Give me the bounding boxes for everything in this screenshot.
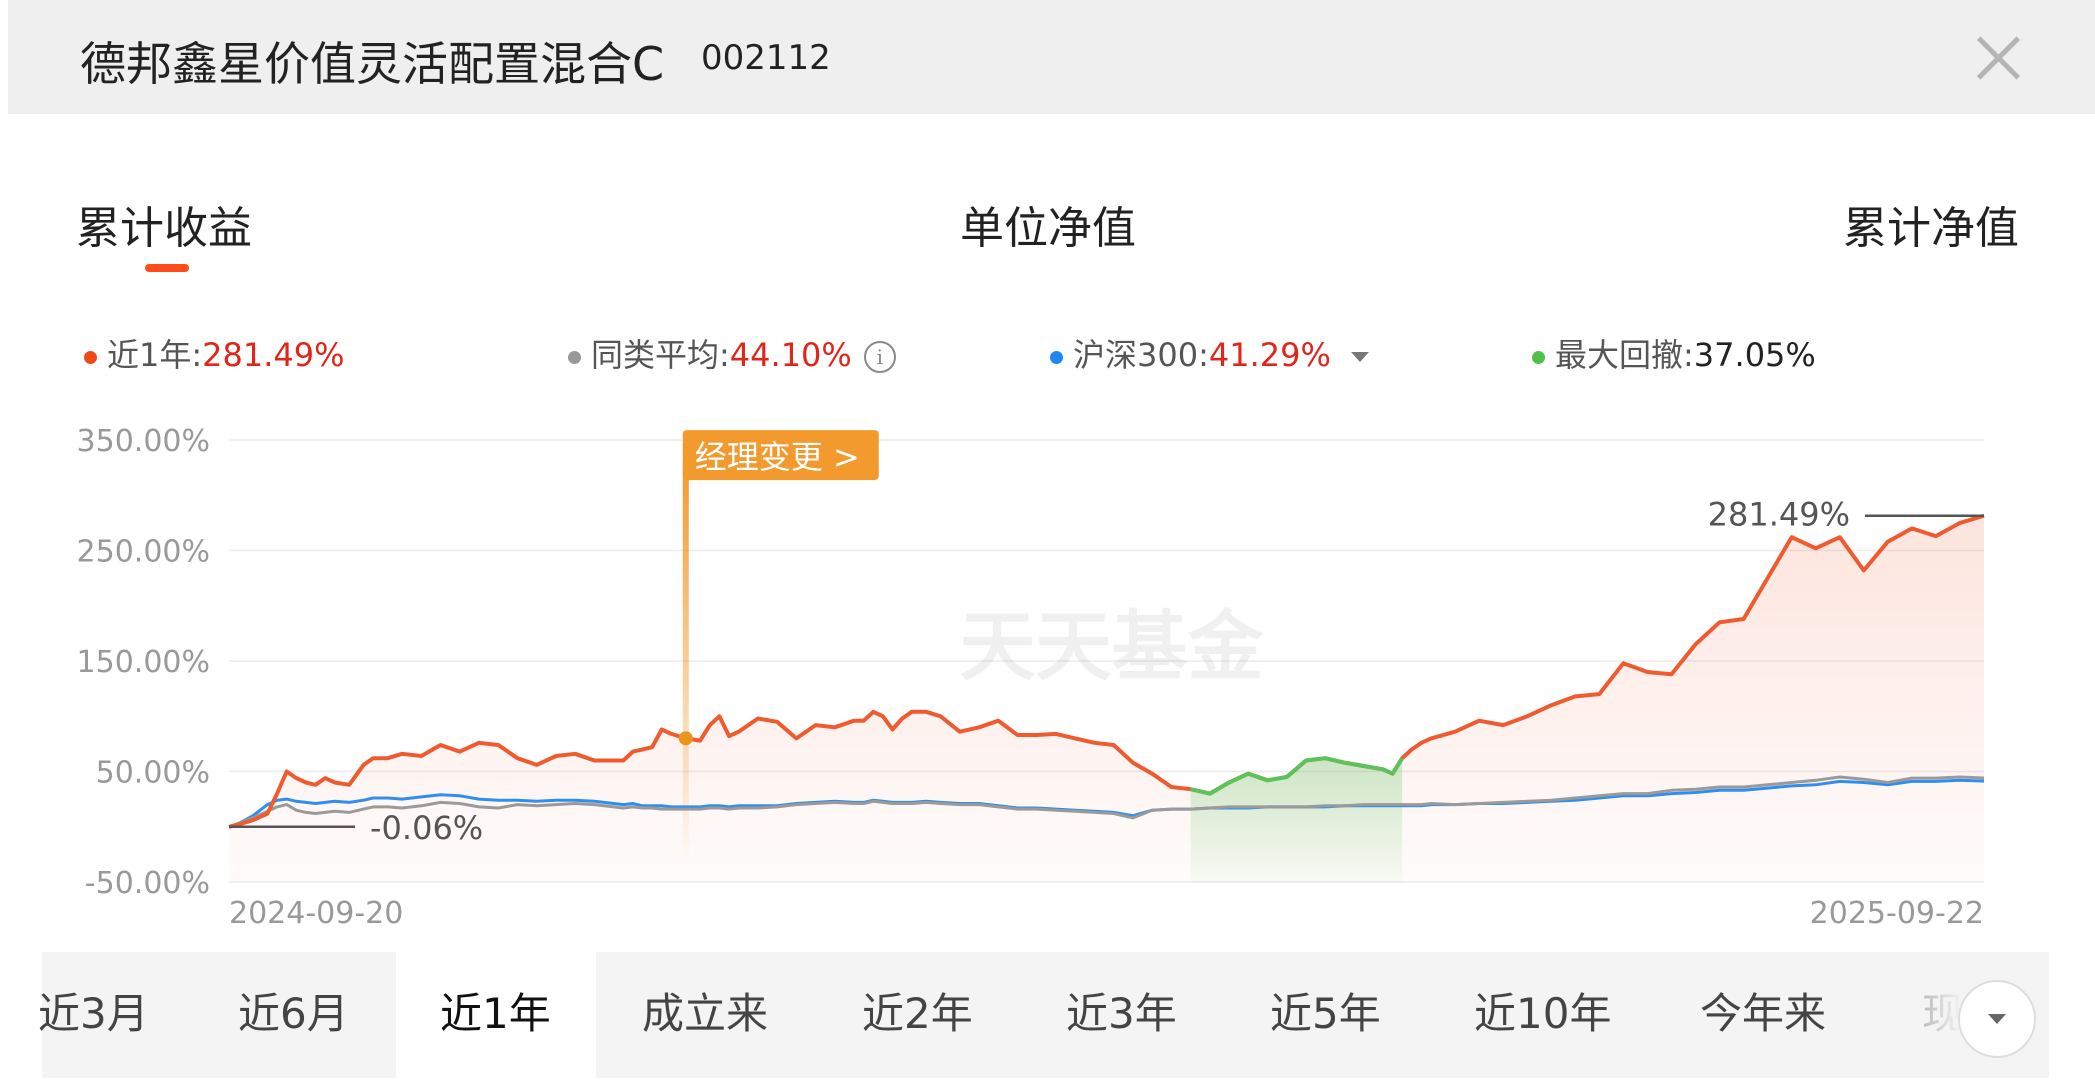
fund-series-line <box>228 513 1985 829</box>
period-1y[interactable]: 近1年 <box>440 989 551 1038</box>
expand-more-icon[interactable] <box>1958 980 2036 1058</box>
drawdown-area-fill <box>1190 758 1403 882</box>
period-2y[interactable]: 近2年 <box>862 989 973 1038</box>
series-line <box>228 775 1985 829</box>
manager-change-line <box>682 462 689 862</box>
fund-area-fill <box>229 515 1984 882</box>
y-tick-label: 250.00% <box>77 535 210 570</box>
info-icon[interactable]: i <box>863 341 896 373</box>
legend-peer-label: 同类平均: <box>591 336 730 374</box>
manager-change-label[interactable]: 经理变更 > <box>695 438 860 476</box>
legend-index[interactable]: 沪深300:41.29% <box>1050 330 1369 376</box>
legend-fund-label: 近1年: <box>107 336 203 374</box>
watermark-text: 天天基金 <box>960 602 1265 691</box>
legend-peer-value: 44.10% <box>729 336 852 374</box>
active-tab-indicator <box>145 264 189 272</box>
selected-period-bg <box>396 952 596 1078</box>
fund-code: 002112 <box>701 38 831 78</box>
close-icon[interactable] <box>1968 28 2028 88</box>
period-5y[interactable]: 近5年 <box>1270 989 1381 1038</box>
period-10y[interactable]: 近10年 <box>1474 989 1612 1038</box>
y-tick-label: 350.00% <box>77 424 210 459</box>
drawdown-line <box>1190 756 1404 796</box>
legend-drawdown-label: 最大回撤: <box>1555 336 1694 374</box>
scroll-fade <box>1922 952 1962 1078</box>
legend-dot-icon <box>1532 350 1545 364</box>
end-value-label: 281.49% <box>1708 496 1850 534</box>
manager-change-tag <box>682 430 879 481</box>
legend-dot-icon <box>84 350 97 364</box>
period-3y[interactable]: 近3年 <box>1066 989 1177 1038</box>
return-chart[interactable]: 350.00% 250.00% 150.00% 50.00% -50.00% 天天基金 经理… <box>0 400 2095 940</box>
legend-fund-value: 281.49% <box>202 336 345 374</box>
y-tick-label: 50.00% <box>96 756 210 791</box>
period-3m[interactable]: 近3月 <box>38 989 149 1038</box>
dropdown-caret-icon[interactable] <box>1350 352 1369 362</box>
legend-fund: 近1年:281.49% <box>84 330 345 376</box>
legend-index-value: 41.29% <box>1208 336 1331 374</box>
x-end-label: 2025-09-22 <box>1810 896 1984 931</box>
y-tick-label: 150.00% <box>77 645 210 680</box>
tab-unit-nav[interactable]: 单位净值 <box>960 203 1136 254</box>
y-tick-label: -50.00% <box>85 866 210 901</box>
legend-index-label: 沪深300: <box>1073 336 1209 374</box>
legend-dot-icon <box>1050 350 1063 364</box>
legend-drawdown: 最大回撤:37.05% <box>1532 330 1816 376</box>
period-ytd[interactable]: 今年来 <box>1700 989 1827 1038</box>
manager-change-dot <box>678 731 693 746</box>
fund-name: 德邦鑫星价值灵活配置混合C <box>80 37 665 91</box>
tab-cumulative-nav[interactable]: 累计净值 <box>1843 203 2019 254</box>
period-selector: 近3月 近6月 近1年 成立来 近2年 近3年 近5年 近10年 今年来 现 <box>38 952 2049 1078</box>
period-6m[interactable]: 近6月 <box>238 989 349 1038</box>
period-since-inception[interactable]: 成立来 <box>642 989 769 1038</box>
legend-drawdown-value: 37.05% <box>1693 336 1816 374</box>
start-value-label: -0.06% <box>370 809 483 847</box>
legend-dot-icon <box>568 350 581 364</box>
header-bar: 德邦鑫星价值灵活配置混合C 002112 <box>8 0 2095 114</box>
x-start-label: 2024-09-20 <box>229 896 403 931</box>
legend-peer: 同类平均:44.10% i <box>568 330 896 376</box>
tab-cumulative-return[interactable]: 累计收益 <box>76 203 252 254</box>
